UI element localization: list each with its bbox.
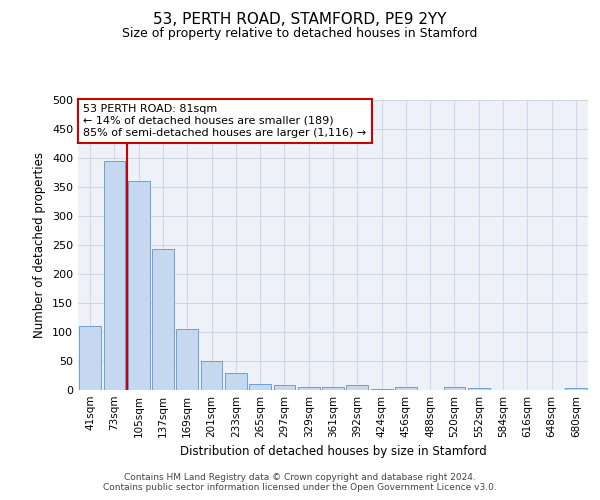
Bar bbox=[443, 387, 466, 390]
Y-axis label: Number of detached properties: Number of detached properties bbox=[34, 152, 46, 338]
Bar bbox=[322, 386, 344, 390]
Bar bbox=[274, 386, 295, 390]
Text: Size of property relative to detached houses in Stamford: Size of property relative to detached ho… bbox=[122, 28, 478, 40]
Bar bbox=[128, 181, 149, 390]
Bar bbox=[249, 384, 271, 390]
Bar bbox=[298, 386, 320, 390]
Bar bbox=[395, 387, 417, 390]
Bar bbox=[565, 388, 587, 390]
Bar bbox=[468, 388, 490, 390]
Text: Contains HM Land Registry data © Crown copyright and database right 2024.
Contai: Contains HM Land Registry data © Crown c… bbox=[103, 473, 497, 492]
Text: 53, PERTH ROAD, STAMFORD, PE9 2YY: 53, PERTH ROAD, STAMFORD, PE9 2YY bbox=[153, 12, 447, 28]
Bar bbox=[104, 161, 125, 390]
X-axis label: Distribution of detached houses by size in Stamford: Distribution of detached houses by size … bbox=[179, 446, 487, 458]
Bar bbox=[152, 249, 174, 390]
Bar bbox=[200, 361, 223, 390]
Bar bbox=[346, 386, 368, 390]
Text: 53 PERTH ROAD: 81sqm
← 14% of detached houses are smaller (189)
85% of semi-deta: 53 PERTH ROAD: 81sqm ← 14% of detached h… bbox=[83, 104, 367, 138]
Bar bbox=[225, 372, 247, 390]
Bar bbox=[176, 329, 198, 390]
Bar bbox=[79, 326, 101, 390]
